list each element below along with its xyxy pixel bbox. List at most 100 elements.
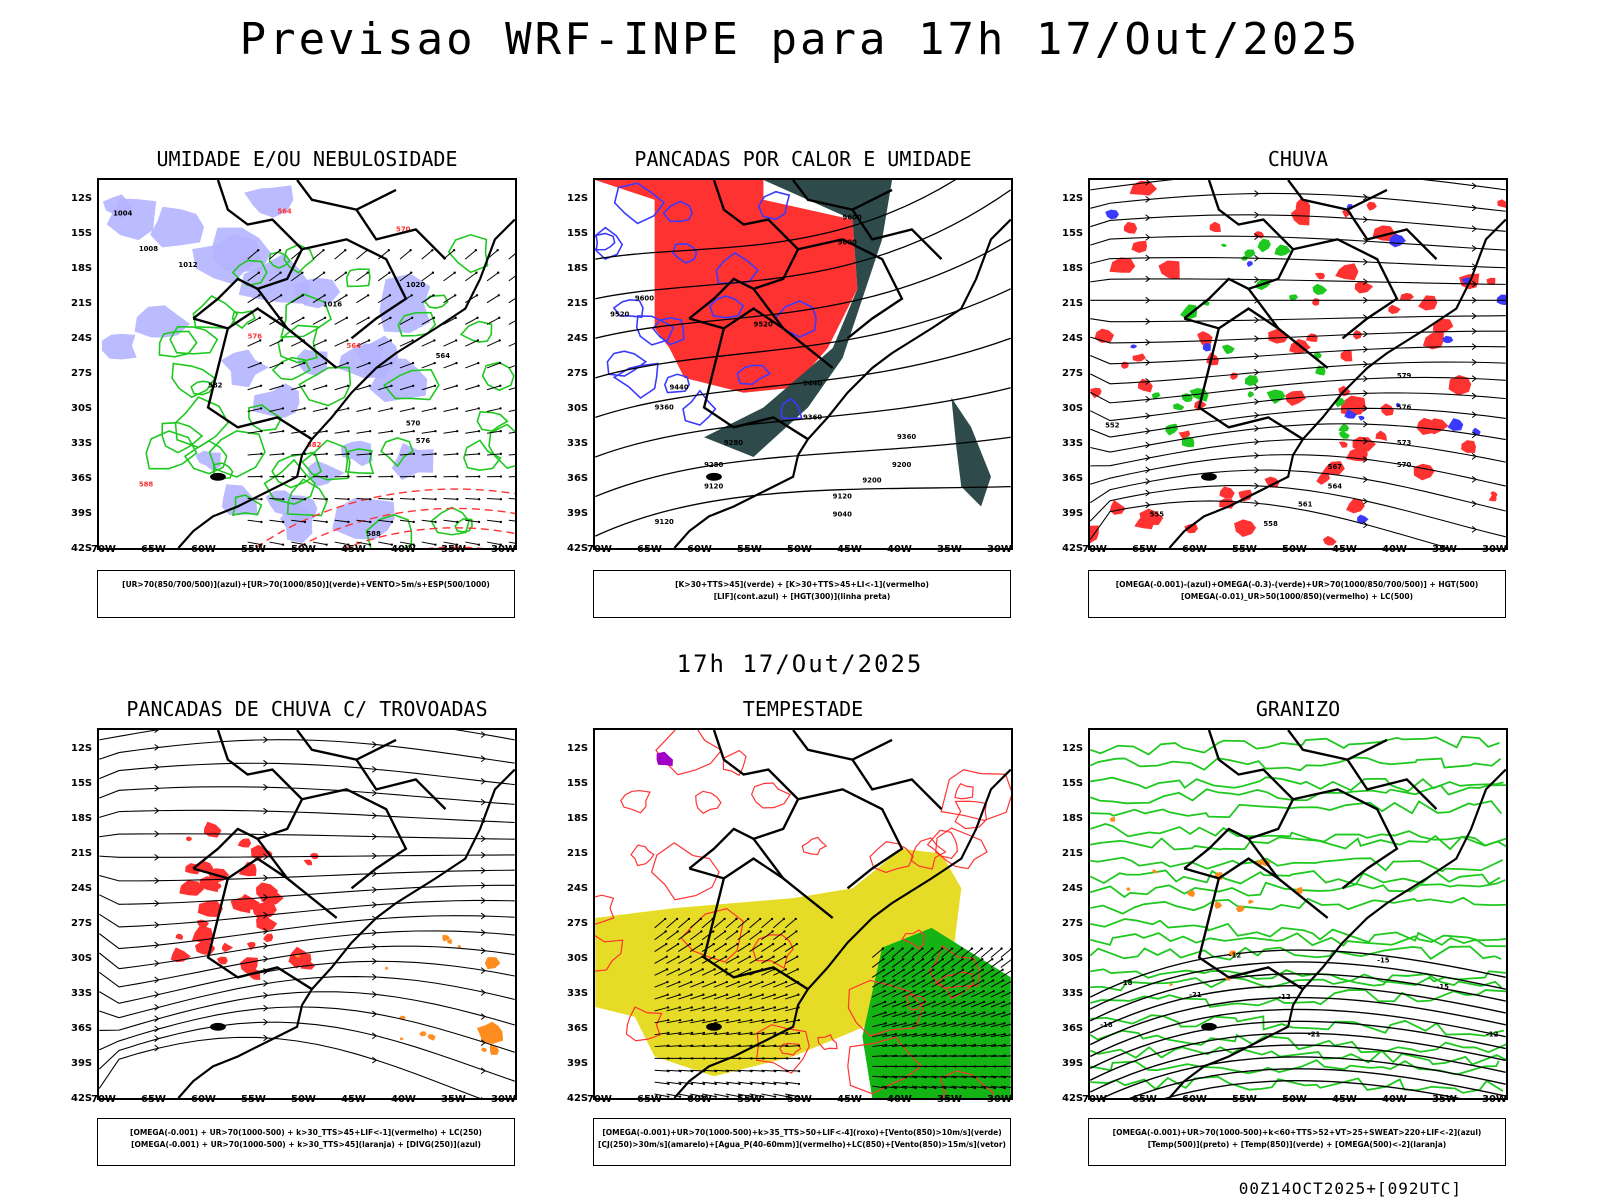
lat-tick-label: 24S [1062,333,1084,344]
map-plot-1: 1004 1008 1012 1016 1020 564 570 576 582 588 564 57… [101,180,515,548]
lat-tick-label: 30S [1062,953,1084,964]
contour-label: 588 [366,530,381,538]
lat-tick-label: 15S [1062,778,1084,789]
lon-tick-label: 65W [141,544,166,555]
panel-legend-2: [K>30+TTS>45](verde) + [K>30+TTS>45+LI<-… [593,570,1011,618]
contour-label: 9520 [610,311,629,319]
lon-tick-label: 40W [887,544,912,555]
lat-tick-label: 21S [567,848,589,859]
lat-tick-label: 15S [567,228,589,239]
contour-label: -18 [1100,1021,1113,1029]
lat-tick-label: 42S [71,543,93,554]
contour-label: 576 [416,437,431,445]
lon-tick-label: 30W [491,1094,516,1105]
contour-label: 576 [248,332,263,340]
contour-label: 1016 [323,301,342,309]
lat-tick-label: 36S [1062,1023,1084,1034]
lon-tick-label: 40W [887,1094,912,1105]
lat-tick-label: 12S [567,193,589,204]
lon-tick-label: 65W [141,1094,166,1105]
lat-tick-label: 39S [71,508,93,519]
lon-tick-label: 30W [1482,1094,1507,1105]
lat-tick-label: 33S [567,988,589,999]
lon-tick-label: 65W [637,1094,662,1105]
lon-tick-label: 70W [91,1094,116,1105]
lat-tick-label: 21S [1062,848,1084,859]
panel-legend-3: [OMEGA(-0.001)-(azul)+OMEGA(-0.3)-(verde… [1088,570,1506,618]
lat-tick-label: 12S [71,743,93,754]
lat-tick-label: 15S [71,778,93,789]
lat-tick-label: 42S [1062,543,1084,554]
map-plot-3: 579 576 573 570 567 564 561 558 555 552 [1090,180,1506,548]
lat-tick-label: 42S [567,543,589,554]
panel-legend-4: [OMEGA(-0.001) + UR>70(1000-500) + k>30_… [97,1118,515,1166]
contour-label: 582 [208,382,223,390]
legend-line: [OMEGA(-0.001) + UR>70(1000-500) + k>30_… [130,1128,482,1137]
lon-tick-label: 35W [937,1094,962,1105]
contour-label: -15 [1436,983,1449,991]
contour-label: 570 [1397,461,1412,469]
lon-tick-label: 70W [587,544,612,555]
panel-title-5: TEMPESTADE [742,697,864,721]
lat-tick-label: 39S [1062,1058,1084,1069]
lat-tick-label: 24S [1062,883,1084,894]
lon-tick-label: 55W [1232,544,1257,555]
lat-tick-label: 27S [71,368,93,379]
contour-label: -18 [1120,979,1133,987]
panel-legend-5: [OMEGA(-0.001)+UR>70(1000-500)+k>35_TTS>… [593,1118,1011,1166]
lon-tick-label: 60W [1182,1094,1207,1105]
legend-line: [CJ(250)>30m/s](amarelo)+[Agua_P(40-60mm… [598,1140,1006,1149]
lat-tick-label: 27S [1062,368,1084,379]
legend-line: [OMEGA(-0.001)-(azul)+OMEGA(-0.3)-(verde… [1115,580,1479,589]
lon-tick-label: 30W [491,544,516,555]
contour-label: 9200 [862,477,881,485]
lon-tick-label: 45W [1332,544,1357,555]
lat-tick-label: 12S [567,743,589,754]
lat-tick-label: 24S [71,883,93,894]
lat-tick-label: 21S [71,298,93,309]
contour-label: -21 [1308,1031,1321,1039]
lon-tick-label: 60W [687,544,712,555]
run-info-footer: 00Z14OCT2025+[092UTC] [1238,1179,1462,1198]
contour-label: 9280 [704,461,723,469]
lat-tick-label: 15S [71,228,93,239]
lon-tick-label: 50W [787,1094,812,1105]
lon-tick-label: 65W [1132,1094,1157,1105]
lat-tick-label: 42S [71,1093,93,1104]
lat-tick-label: 33S [71,438,93,449]
forecast-time-label: 17h 17/Out/2025 [676,650,924,678]
contour-label: 9600 [635,295,654,303]
contour-label: 9520 [754,320,773,328]
contour-label: 9360 [803,413,822,421]
lon-tick-label: 35W [1432,1094,1457,1105]
lat-tick-label: 30S [1062,403,1084,414]
contour-label: 9600 [843,214,862,222]
lat-tick-label: 18S [71,813,93,824]
panel-legend-1: [UR>70(850/700/500)](azul)+[UR>70(1000/8… [97,570,515,618]
contour-label: 564 [436,352,451,360]
contour-label: 1020 [406,281,425,289]
lon-tick-label: 60W [687,1094,712,1105]
lat-tick-label: 15S [1062,228,1084,239]
lat-tick-label: 12S [1062,193,1084,204]
lon-tick-label: 55W [1232,1094,1257,1105]
contour-label: 567 [1328,463,1343,471]
lat-tick-label: 36S [71,473,93,484]
lon-tick-label: 35W [1432,544,1457,555]
lat-tick-label: 21S [71,848,93,859]
lon-tick-label: 30W [987,544,1012,555]
lon-tick-label: 40W [391,1094,416,1105]
lon-tick-label: 60W [191,1094,216,1105]
lon-tick-label: 50W [291,1094,316,1105]
lon-tick-label: 50W [1282,544,1307,555]
contour-label: 561 [1298,500,1313,508]
lat-tick-label: 15S [567,778,589,789]
contour-label: 576 [1397,404,1412,412]
lon-tick-label: 45W [341,544,366,555]
lat-tick-label: 18S [1062,263,1084,274]
contour-label: 9440 [669,384,688,392]
contour-label: -21 [1189,991,1202,999]
contour-label: -15 [1377,956,1390,964]
map-plot-4 [99,730,515,1098]
lat-tick-label: 12S [1062,743,1084,754]
